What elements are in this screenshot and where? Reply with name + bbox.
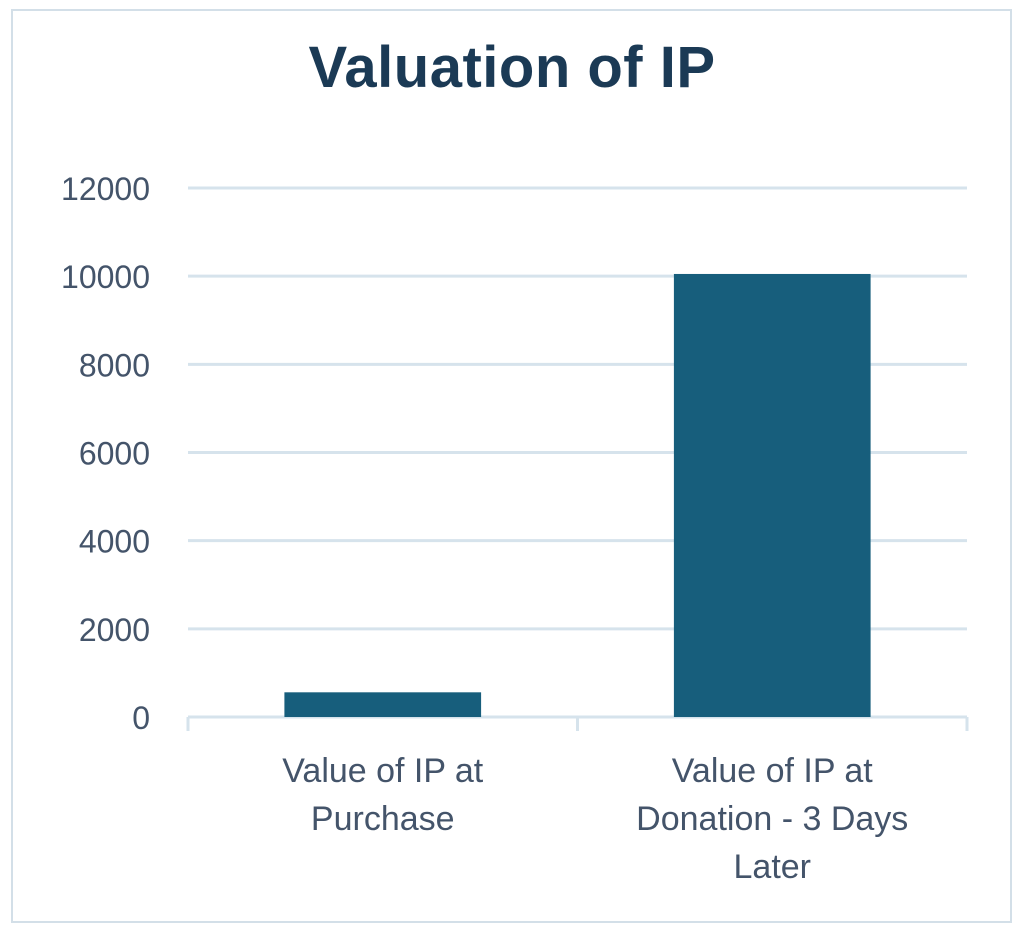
bars <box>284 273 871 717</box>
category-label-line: Donation - 3 Days <box>636 800 908 838</box>
y-tick-labels: 0 2000 4000 6000 8000 10000 12000 <box>61 171 150 736</box>
y-tick-label: 2000 <box>79 612 150 648</box>
category-labels: Value of IP at Purchase Value of IP at Dona… <box>282 752 908 886</box>
category-label: Value of IP at Donation - 3 Days Later <box>636 752 908 886</box>
bar <box>284 692 482 717</box>
y-tick-label: 0 <box>132 700 150 736</box>
category-label-line: Value of IP at <box>672 752 874 790</box>
category-label: Value of IP at Purchase <box>282 752 484 838</box>
category-label-line: Value of IP at <box>282 752 484 790</box>
y-tick-label: 8000 <box>79 347 150 383</box>
category-label-line: Purchase <box>311 800 455 838</box>
y-tick-label: 6000 <box>79 436 150 472</box>
y-tick-label: 12000 <box>61 171 150 207</box>
y-tick-label: 4000 <box>79 524 150 560</box>
category-label-line: Later <box>734 848 812 886</box>
x-axis <box>186 715 969 731</box>
y-tick-label: 10000 <box>61 259 150 295</box>
chart-title: Valuation of IP <box>308 35 716 100</box>
bar <box>673 273 871 717</box>
